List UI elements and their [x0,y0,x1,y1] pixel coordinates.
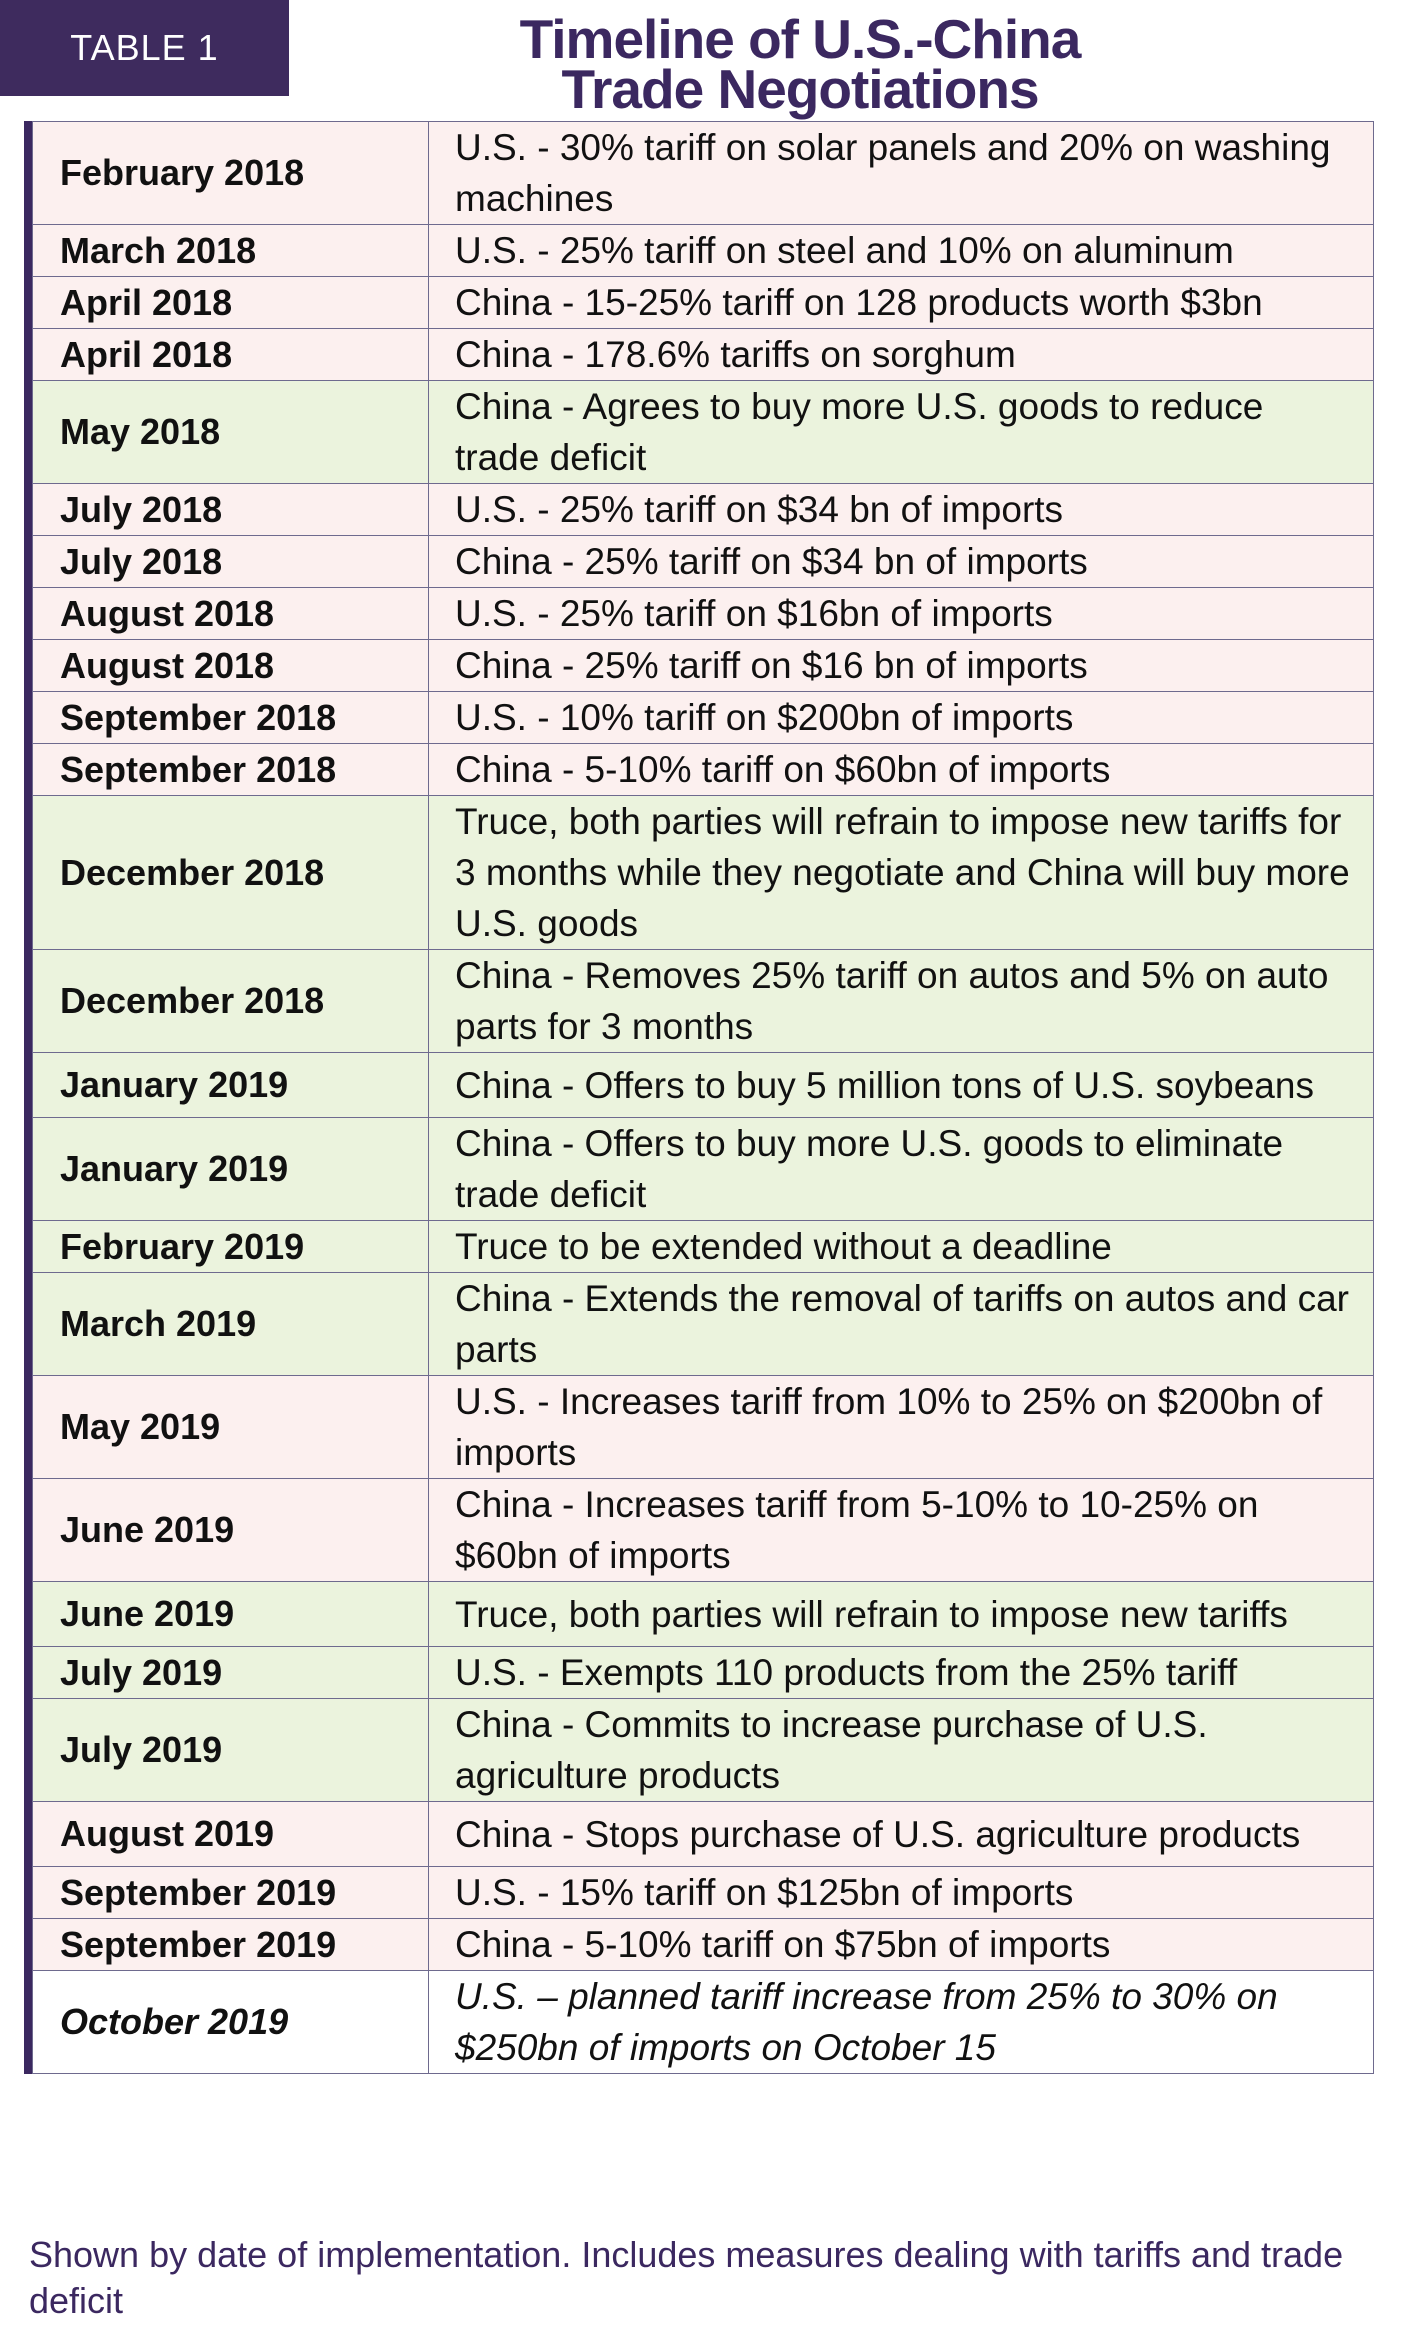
row-date: May 2018 [32,380,429,484]
row-date: August 2019 [32,1801,429,1867]
row-date: August 2018 [32,639,429,692]
row-description: China - 5-10% tariff on $60bn of imports [428,743,1374,796]
row-description: Truce, both parties will refrain to impo… [428,1581,1374,1647]
table-row: May 2018 China - Agrees to buy more U.S. … [32,380,1374,484]
row-date: March 2018 [32,224,429,277]
table-row: August 2018 China - 25% tariff on $16 bn … [32,639,1374,692]
row-date: March 2019 [32,1272,429,1376]
table-row: September 2019 China - 5-10% tariff on $7… [32,1918,1374,1971]
row-date: February 2019 [32,1220,429,1273]
row-description: Truce to be extended without a deadline [428,1220,1374,1273]
row-description: China - Removes 25% tariff on autos and … [428,949,1374,1053]
row-date: July 2018 [32,535,429,588]
row-description: Truce, both parties will refrain to impo… [428,795,1374,950]
row-description: China - 15-25% tariff on 128 products wo… [428,276,1374,329]
table-row: March 2019 China - Extends the removal of… [32,1272,1374,1376]
row-date: July 2019 [32,1646,429,1699]
table-row: February 2019 Truce to be extended withou… [32,1220,1374,1273]
row-description: U.S. - 30% tariff on solar panels and 20… [428,121,1374,225]
table-row: July 2019 U.S. - Exempts 110 products fro… [32,1646,1374,1699]
timeline-table: February 2018 U.S. - 30% tariff on solar … [32,121,1374,2074]
row-date: June 2019 [32,1478,429,1582]
row-description: U.S. - 15% tariff on $125bn of imports [428,1866,1374,1919]
row-description: China - Extends the removal of tariffs o… [428,1272,1374,1376]
row-date: January 2019 [32,1117,429,1221]
table-row: June 2019 Truce, both parties will refrai… [32,1581,1374,1647]
table-row: May 2019 U.S. - Increases tariff from 10%… [32,1375,1374,1479]
row-date: September 2018 [32,691,429,744]
row-date: July 2018 [32,483,429,536]
table-footnote: Shown by date of implementation. Include… [29,2234,1344,2321]
table-row: January 2019 China - Offers to buy 5 mill… [32,1052,1374,1118]
row-date: September 2019 [32,1918,429,1971]
table-row: July 2018 China - 25% tariff on $34 bn of… [32,535,1374,588]
row-date: June 2019 [32,1581,429,1647]
row-description: China - Agrees to buy more U.S. goods to… [428,380,1374,484]
row-date: December 2018 [32,949,429,1053]
table-row: October 2019 U.S. – planned tariff increa… [32,1970,1374,2074]
row-date: February 2018 [32,121,429,225]
table-row: April 2018 China - 15-25% tariff on 128 p… [32,276,1374,329]
row-description: U.S. - 25% tariff on $34 bn of imports [428,483,1374,536]
table-row: April 2018 China - 178.6% tariffs on sorg… [32,328,1374,381]
row-description: U.S. - 25% tariff on $16bn of imports [428,587,1374,640]
row-date: April 2018 [32,328,429,381]
row-description: China - 25% tariff on $34 bn of imports [428,535,1374,588]
row-description: China - Stops purchase of U.S. agricultu… [428,1801,1374,1867]
row-date: January 2019 [32,1052,429,1118]
row-date: August 2018 [32,587,429,640]
row-description: U.S. – planned tariff increase from 25% … [428,1970,1374,2074]
row-description: China - Offers to buy 5 million tons of … [428,1052,1374,1118]
table-row: August 2019 China - Stops purchase of U.S… [32,1801,1374,1867]
row-description: U.S. - Increases tariff from 10% to 25% … [428,1375,1374,1479]
table-number-badge: TABLE 1 [0,0,289,96]
table-row: July 2019 China - Commits to increase pur… [32,1698,1374,1802]
table-row: September 2018 China - 5-10% tariff on $6… [32,743,1374,796]
page-title: Timeline of U.S.-China Trade Negotiation… [300,8,1300,120]
row-date: September 2019 [32,1866,429,1919]
row-date: May 2019 [32,1375,429,1479]
row-description: China - 5-10% tariff on $75bn of imports [428,1918,1374,1971]
title-line-1: Timeline of U.S.-China [519,8,1082,70]
row-description: China - 178.6% tariffs on sorghum [428,328,1374,381]
table-row: January 2019 China - Offers to buy more U… [32,1117,1374,1221]
row-description: China - 25% tariff on $16 bn of imports [428,639,1374,692]
table-row: June 2019 China - Increases tariff from 5… [32,1478,1374,1582]
title-line-2: Trade Negotiations [561,58,1039,120]
timeline-table-container: February 2018 U.S. - 30% tariff on solar … [24,121,1374,2074]
table-row: September 2018 U.S. - 10% tariff on $200b… [32,691,1374,744]
table-row: February 2018 U.S. - 30% tariff on solar … [32,121,1374,225]
row-description: U.S. - Exempts 110 products from the 25%… [428,1646,1374,1699]
row-date: December 2018 [32,795,429,950]
row-date: September 2018 [32,743,429,796]
row-description: China - Offers to buy more U.S. goods to… [428,1117,1374,1221]
row-description: U.S. - 10% tariff on $200bn of imports [428,691,1374,744]
row-date: October 2019 [32,1970,429,2074]
table-row: July 2018 U.S. - 25% tariff on $34 bn of … [32,483,1374,536]
row-date: April 2018 [32,276,429,329]
row-description: China - Increases tariff from 5-10% to 1… [428,1478,1374,1582]
table-row: September 2019 U.S. - 15% tariff on $125b… [32,1866,1374,1919]
row-description: China - Commits to increase purchase of … [428,1698,1374,1802]
table-row: March 2018 U.S. - 25% tariff on steel and… [32,224,1374,277]
row-description: U.S. - 25% tariff on steel and 10% on al… [428,224,1374,277]
table-row: December 2018 China - Removes 25% tariff … [32,949,1374,1053]
table-row: August 2018 U.S. - 25% tariff on $16bn of… [32,587,1374,640]
row-date: July 2019 [32,1698,429,1802]
table-row: December 2018 Truce, both parties will re… [32,795,1374,950]
